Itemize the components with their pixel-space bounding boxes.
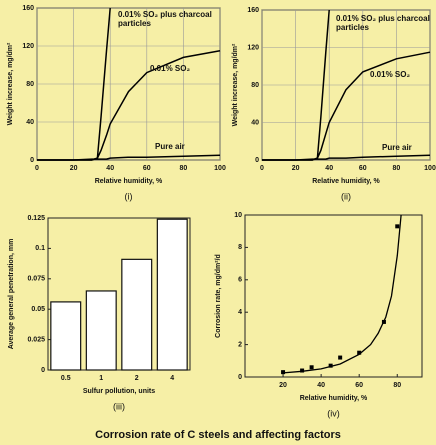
x-tick-label: 20 bbox=[70, 165, 78, 172]
x-tick-label: 4 bbox=[170, 375, 174, 382]
y-tick-label: 40 bbox=[26, 119, 34, 126]
bar bbox=[121, 258, 153, 371]
y-tick-label: 120 bbox=[247, 44, 259, 51]
chart-caption: (i) bbox=[125, 191, 133, 201]
y-tick-label: 0 bbox=[30, 157, 34, 164]
x-tick-label: 0 bbox=[35, 165, 39, 172]
series-line bbox=[37, 154, 221, 161]
x-tick-label: 2 bbox=[135, 375, 139, 382]
y-tick-label: 80 bbox=[251, 82, 259, 89]
y-tick-label: 0.075 bbox=[27, 276, 45, 283]
bar bbox=[156, 218, 188, 371]
x-tick-label: 20 bbox=[279, 382, 287, 389]
y-axis-title: Weight increase, mg/dm² bbox=[232, 43, 239, 126]
scatter-point bbox=[328, 363, 333, 368]
scatter-point bbox=[281, 370, 286, 375]
x-tick-label: 100 bbox=[214, 165, 226, 172]
series-label: Pure air bbox=[155, 142, 185, 151]
y-tick-label: 0.125 bbox=[27, 215, 45, 222]
y-axis-title: Corrosion rate, mg/dm²/d bbox=[215, 254, 222, 338]
scatter-point bbox=[300, 368, 305, 373]
y-tick-label: 0 bbox=[41, 367, 45, 374]
scatter-point bbox=[357, 350, 362, 355]
series-label: 0.01% SO₂ bbox=[150, 64, 191, 73]
plot-frame bbox=[244, 214, 423, 378]
scatter-point bbox=[395, 224, 400, 229]
y-tick-label: 8 bbox=[238, 244, 242, 251]
x-tick-label: 40 bbox=[106, 165, 114, 172]
fit-curve bbox=[283, 214, 402, 374]
scatter-point bbox=[309, 365, 314, 370]
series-line bbox=[37, 50, 221, 161]
x-axis-title: Sulfur pollution, units bbox=[83, 388, 155, 395]
series-label: Pure air bbox=[382, 143, 412, 152]
x-tick-label: 20 bbox=[292, 165, 300, 172]
x-tick-label: 60 bbox=[143, 165, 151, 172]
series-label: 0.01% SO₂ plus charcoal particles bbox=[118, 10, 212, 28]
y-tick-label: 0.1 bbox=[35, 245, 45, 252]
chart-caption: (iii) bbox=[113, 401, 125, 411]
y-tick-label: 0.025 bbox=[27, 336, 45, 343]
x-tick-label: 0 bbox=[260, 165, 264, 172]
x-tick-label: 80 bbox=[393, 165, 401, 172]
x-axis-title: Relative humidity, % bbox=[300, 395, 368, 402]
y-tick-label: 4 bbox=[238, 309, 242, 316]
x-axis-title: Relative humidity, % bbox=[312, 178, 380, 185]
x-tick-label: 1 bbox=[99, 375, 103, 382]
y-tick-label: 120 bbox=[22, 43, 34, 50]
x-tick-label: 80 bbox=[180, 165, 188, 172]
y-axis-title: Weight increase, mg/dm² bbox=[7, 42, 14, 125]
scatter-point bbox=[381, 319, 386, 324]
y-tick-label: 160 bbox=[22, 5, 34, 12]
x-tick-label: 60 bbox=[359, 165, 367, 172]
x-axis-title: Relative humidity, % bbox=[95, 178, 163, 185]
bar bbox=[50, 301, 82, 371]
y-tick-label: 0 bbox=[255, 157, 259, 164]
x-tick-label: 100 bbox=[424, 165, 436, 172]
bar bbox=[85, 290, 117, 371]
y-tick-label: 80 bbox=[26, 81, 34, 88]
x-tick-label: 40 bbox=[317, 382, 325, 389]
y-tick-label: 2 bbox=[238, 341, 242, 348]
y-tick-label: 40 bbox=[251, 119, 259, 126]
page-title: Corrosion rate of C steels and affecting… bbox=[95, 429, 341, 441]
series-line bbox=[262, 154, 431, 161]
y-tick-label: 6 bbox=[238, 277, 242, 284]
chart-caption: (ii) bbox=[341, 191, 351, 201]
plot-frame bbox=[47, 217, 191, 371]
x-tick-label: 80 bbox=[393, 382, 401, 389]
y-tick-label: 160 bbox=[247, 7, 259, 14]
series-label: 0.01% SO₂ plus charcoal particles bbox=[336, 14, 430, 32]
series-label: 0.01% SO₂ bbox=[370, 70, 411, 79]
scatter-point bbox=[338, 355, 343, 360]
x-tick-label: 60 bbox=[355, 382, 363, 389]
chart-caption: (iv) bbox=[327, 408, 340, 418]
y-tick-label: 0 bbox=[238, 374, 242, 381]
x-tick-label: 0.5 bbox=[61, 375, 71, 382]
y-tick-label: 0.05 bbox=[31, 306, 45, 313]
x-tick-label: 40 bbox=[325, 165, 333, 172]
y-tick-label: 10 bbox=[234, 212, 242, 219]
y-axis-title: Average general penetration, mm bbox=[8, 239, 15, 350]
